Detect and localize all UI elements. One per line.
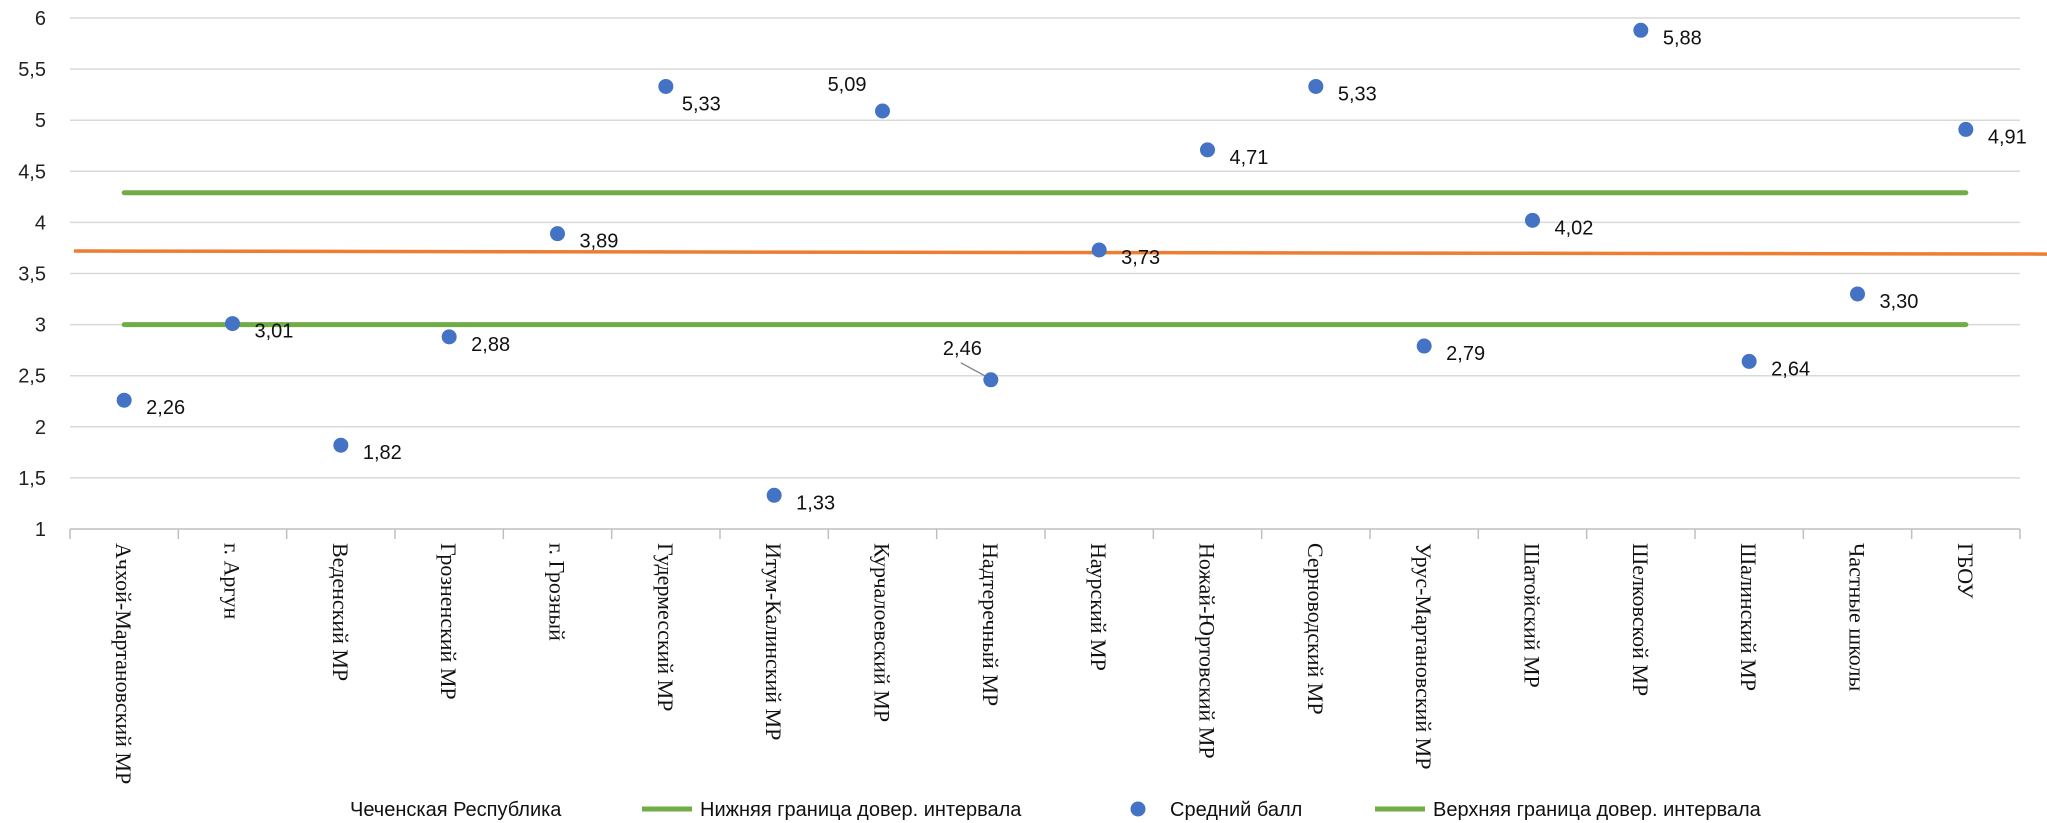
data-point: [1308, 78, 1324, 94]
x-category-label: г. Аргун: [220, 543, 245, 619]
legend: Чеченская Республика Нижняя граница довер…: [350, 799, 1762, 821]
republic-average-line: [73, 249, 2047, 256]
y-tick-label: 4: [35, 212, 46, 234]
data-point: [1850, 286, 1865, 302]
legend-label: Средний балл: [1170, 799, 1302, 821]
x-category-label: Веденский МР: [328, 543, 353, 681]
data-label: 2,79: [1446, 343, 1485, 365]
x-category-label: Гудермесский МР: [653, 543, 678, 711]
y-tick-label: 4,5: [18, 161, 46, 183]
x-category-label: Ножай-Юртовский МР: [1195, 543, 1220, 759]
y-tick-label: 3: [35, 315, 46, 337]
data-point: [550, 226, 565, 242]
data-labels: 2,26 3,01 1,82 2,88 3,89 5,33 1,33 5,09 2,46 3,73…: [146, 27, 2027, 514]
x-category-label: Частные школы: [1845, 543, 1870, 691]
x-axis-category-labels: Ачхой-Мартановский МР г. Аргун Веденский М…: [111, 543, 1978, 784]
data-label: 3,73: [1121, 247, 1160, 269]
legend-label: Чеченская Республика: [350, 799, 562, 821]
data-point: [766, 487, 782, 503]
data-label: 5,88: [1663, 27, 1702, 49]
data-label: 4,71: [1230, 147, 1269, 169]
y-tick-label: 5: [35, 110, 46, 132]
data-point: [1958, 121, 1974, 137]
x-category-label: Урус-Мартановский МР: [1411, 543, 1436, 769]
x-category-label: ГБОУ: [1953, 543, 1978, 599]
data-label: 2,26: [146, 397, 185, 419]
data-label: 1,82: [363, 442, 402, 464]
data-points: [116, 22, 1974, 503]
data-label: 1,33: [796, 492, 835, 514]
data-point: [441, 329, 457, 345]
data-point: [1633, 22, 1649, 38]
data-label: 2,88: [471, 334, 510, 356]
data-label: 5,33: [1338, 83, 1377, 105]
y-axis-tick-labels: 1 1,5 2 2,5 3 3,5 4 4,5 5 5,5 6: [18, 8, 46, 541]
data-point: [1416, 338, 1432, 354]
legend-label: Нижняя граница довер. интервала: [700, 799, 1022, 821]
x-category-label: Шалинский МР: [1736, 543, 1761, 691]
data-point: [116, 392, 132, 408]
gridlines: [70, 17, 2020, 479]
data-label-leader: [960, 362, 986, 377]
legend-swatch-dot: [1130, 801, 1146, 817]
x-category-label: Серноводский МР: [1303, 543, 1328, 715]
y-tick-label: 3,5: [18, 264, 46, 286]
y-tick-label: 1: [35, 519, 46, 541]
x-category-label: Итум-Калинский МР: [761, 543, 786, 740]
x-category-label: Шелковской МР: [1628, 543, 1653, 696]
data-point: [983, 372, 999, 388]
reference-lines: [73, 190, 2047, 328]
y-tick-label: 1,5: [18, 468, 46, 490]
y-tick-label: 2: [35, 417, 46, 439]
data-point: [658, 78, 674, 94]
x-axis: [69, 528, 2021, 539]
data-label: 3,01: [255, 321, 294, 343]
data-point: [875, 103, 890, 119]
data-point: [1091, 242, 1107, 258]
legend-label: Верхняя граница довер. интервала: [1433, 799, 1762, 821]
x-category-label: г. Грозный: [545, 543, 570, 641]
x-category-label: Наурский МР: [1086, 543, 1111, 671]
data-label: 5,09: [828, 74, 867, 96]
x-category-label: Надтеречный МР: [978, 543, 1003, 706]
data-point: [1741, 353, 1757, 369]
y-tick-label: 5,5: [18, 59, 46, 81]
data-label: 2,64: [1771, 358, 1810, 380]
data-label: 5,33: [682, 93, 721, 115]
data-point: [333, 437, 349, 453]
x-category-label: Грозненский МР: [436, 543, 461, 700]
data-label: 4,91: [1988, 126, 2027, 148]
x-category-label: Курчалоевский МР: [870, 543, 895, 722]
data-point: [1525, 212, 1540, 228]
x-category-label: Шатойский МР: [1520, 543, 1545, 688]
data-label: 3,30: [1880, 291, 1919, 313]
data-label: 3,89: [580, 231, 619, 253]
x-category-label: Ачхой-Мартановский МР: [111, 543, 136, 784]
data-point: [225, 316, 240, 332]
data-label: 2,46: [943, 338, 982, 360]
y-tick-label: 6: [35, 8, 46, 30]
data-label: 4,02: [1555, 217, 1594, 239]
data-point: [1200, 142, 1215, 158]
y-tick-label: 2,5: [18, 366, 46, 388]
